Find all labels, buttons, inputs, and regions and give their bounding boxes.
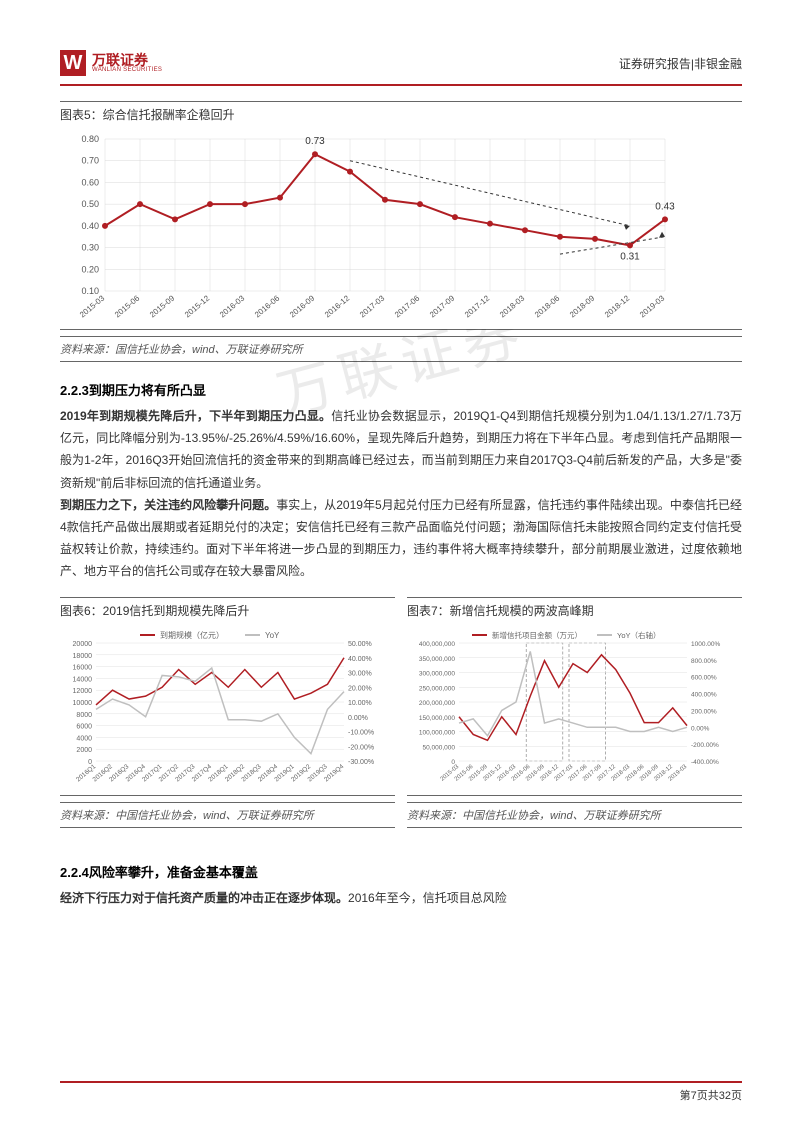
svg-text:300,000,000: 300,000,000 (419, 670, 456, 677)
svg-text:2017-12: 2017-12 (463, 293, 492, 319)
svg-text:2015-12: 2015-12 (183, 293, 212, 319)
svg-text:2018-03: 2018-03 (498, 293, 527, 319)
sec223-heading: 2.2.3到期压力将有所凸显 (60, 380, 742, 399)
svg-text:YoY: YoY (265, 631, 280, 640)
svg-text:2015-09: 2015-09 (148, 293, 177, 319)
svg-text:0.31: 0.31 (620, 251, 640, 262)
svg-text:8000: 8000 (76, 711, 92, 718)
svg-text:2018-12: 2018-12 (603, 293, 632, 319)
svg-text:0.80: 0.80 (81, 134, 99, 144)
chart6-title: 图表6：2019信托到期规模先降后升 (60, 598, 395, 625)
svg-text:2015-06: 2015-06 (113, 293, 142, 319)
sec224-heading: 2.2.4风险率攀升，准备金基本覆盖 (60, 862, 742, 881)
svg-text:0.43: 0.43 (655, 201, 675, 212)
svg-text:2016-03: 2016-03 (218, 293, 247, 319)
svg-text:100,000,000: 100,000,000 (419, 729, 456, 736)
svg-text:18000: 18000 (73, 652, 93, 659)
chart6: 到期规模（亿元）YoY02000400060008000100001200014… (60, 625, 395, 795)
svg-text:50.00%: 50.00% (348, 641, 372, 648)
svg-text:20000: 20000 (73, 641, 93, 648)
chart5-box: 图表5：综合信托报酬率企稳回升 0.10 0.20 0.30 0.40 0.50 0.60… (60, 101, 742, 330)
chart5-title: 图表5：综合信托报酬率企稳回升 (60, 102, 742, 129)
svg-text:2018-06: 2018-06 (533, 293, 562, 319)
chart7-source: 资料来源：中国信托业协会，wind、万联证券研究所 (407, 802, 742, 828)
svg-text:250,000,000: 250,000,000 (419, 685, 456, 692)
chart7-box: 图表7：新增信托规模的两波高峰期 新增信托项目金额（万元）YoY（右轴）050,… (407, 597, 742, 796)
svg-text:0.00%: 0.00% (691, 725, 710, 732)
svg-text:-200.00%: -200.00% (691, 742, 719, 749)
svg-text:-400.00%: -400.00% (691, 759, 719, 766)
logo-en: WANLIAN SECURITIES (92, 67, 162, 73)
svg-text:-20.00%: -20.00% (348, 744, 374, 751)
svg-text:6000: 6000 (76, 723, 92, 730)
svg-text:30.00%: 30.00% (348, 670, 372, 677)
svg-text:400,000,000: 400,000,000 (419, 641, 456, 648)
svg-text:2017-09: 2017-09 (428, 293, 457, 319)
svg-text:-30.00%: -30.00% (348, 759, 374, 766)
svg-text:新增信托项目金额（万元）: 新增信托项目金额（万元） (492, 630, 582, 640)
svg-text:2000: 2000 (76, 747, 92, 754)
svg-text:350,000,000: 350,000,000 (419, 655, 456, 662)
svg-text:1000.00%: 1000.00% (691, 641, 720, 648)
chart6-box: 图表6：2019信托到期规模先降后升 到期规模（亿元）YoY0200040006… (60, 597, 395, 796)
svg-text:200.00%: 200.00% (691, 708, 717, 715)
chart7: 新增信托项目金额（万元）YoY（右轴）050,000,000100,000,00… (407, 625, 742, 795)
svg-text:到期规模（亿元）: 到期规模（亿元） (160, 630, 224, 640)
svg-text:2015-03: 2015-03 (78, 293, 107, 319)
svg-text:0.20: 0.20 (81, 264, 99, 274)
svg-text:2018-09: 2018-09 (568, 293, 597, 319)
svg-text:10.00%: 10.00% (348, 700, 372, 707)
logo-cn: 万联证券 (92, 53, 162, 67)
svg-text:10000: 10000 (73, 700, 93, 707)
svg-text:400.00%: 400.00% (691, 691, 717, 698)
svg-text:0.30: 0.30 (81, 243, 99, 253)
svg-text:0.00%: 0.00% (348, 714, 368, 721)
svg-text:50,000,000: 50,000,000 (422, 744, 455, 751)
svg-text:600.00%: 600.00% (691, 674, 717, 681)
svg-text:2016-12: 2016-12 (323, 293, 352, 319)
chart6-source: 资料来源：中国信托业协会，wind、万联证券研究所 (60, 802, 395, 828)
logo: W 万联证券 WANLIAN SECURITIES (60, 50, 162, 76)
sec223-p2: 到期压力之下，关注违约风险攀升问题。事实上，从2019年5月起兑付压力已经有所显… (60, 494, 742, 583)
svg-text:800.00%: 800.00% (691, 657, 717, 664)
svg-text:2017-06: 2017-06 (393, 293, 422, 319)
svg-text:2016-06: 2016-06 (253, 293, 282, 319)
svg-text:0.73: 0.73 (305, 136, 325, 147)
sec223-p1: 2019年到期规模先降后升，下半年到期压力凸显。信托业协会数据显示，2019Q1… (60, 405, 742, 494)
sec224-p1: 经济下行压力对于信托资产质量的冲击正在逐步体现。2016年至今，信托项目总风险 (60, 887, 742, 909)
svg-text:12000: 12000 (73, 688, 93, 695)
svg-text:150,000,000: 150,000,000 (419, 714, 456, 721)
svg-text:-10.00%: -10.00% (348, 729, 374, 736)
svg-text:2016-09: 2016-09 (288, 293, 317, 319)
header-right: 证券研究报告|非银金融 (619, 55, 742, 72)
chart5-source: 资料来源：国信托业协会，wind、万联证券研究所 (60, 336, 742, 362)
page-footer: 第7页共32页 (60, 1081, 742, 1103)
page-header: W 万联证券 WANLIAN SECURITIES 证券研究报告|非银金融 (60, 50, 742, 86)
svg-text:2019-03: 2019-03 (638, 293, 667, 319)
svg-text:YoY（右轴）: YoY（右轴） (617, 630, 661, 640)
chart7-title: 图表7：新增信托规模的两波高峰期 (407, 598, 742, 625)
svg-text:0.60: 0.60 (81, 177, 99, 187)
svg-text:0.10: 0.10 (81, 286, 99, 296)
svg-text:200,000,000: 200,000,000 (419, 700, 456, 707)
svg-text:0.40: 0.40 (81, 221, 99, 231)
svg-text:0.70: 0.70 (81, 156, 99, 166)
page-number: 第7页共32页 (680, 1090, 742, 1102)
logo-icon: W (60, 50, 86, 76)
svg-text:20.00%: 20.00% (348, 685, 372, 692)
svg-text:40.00%: 40.00% (348, 655, 372, 662)
svg-text:4000: 4000 (76, 735, 92, 742)
svg-text:16000: 16000 (73, 664, 93, 671)
chart5: 0.100.200.300.400.500.600.700.802015-032… (60, 129, 742, 329)
svg-text:14000: 14000 (73, 676, 93, 683)
svg-text:2017-03: 2017-03 (358, 293, 387, 319)
svg-text:0.50: 0.50 (81, 199, 99, 209)
